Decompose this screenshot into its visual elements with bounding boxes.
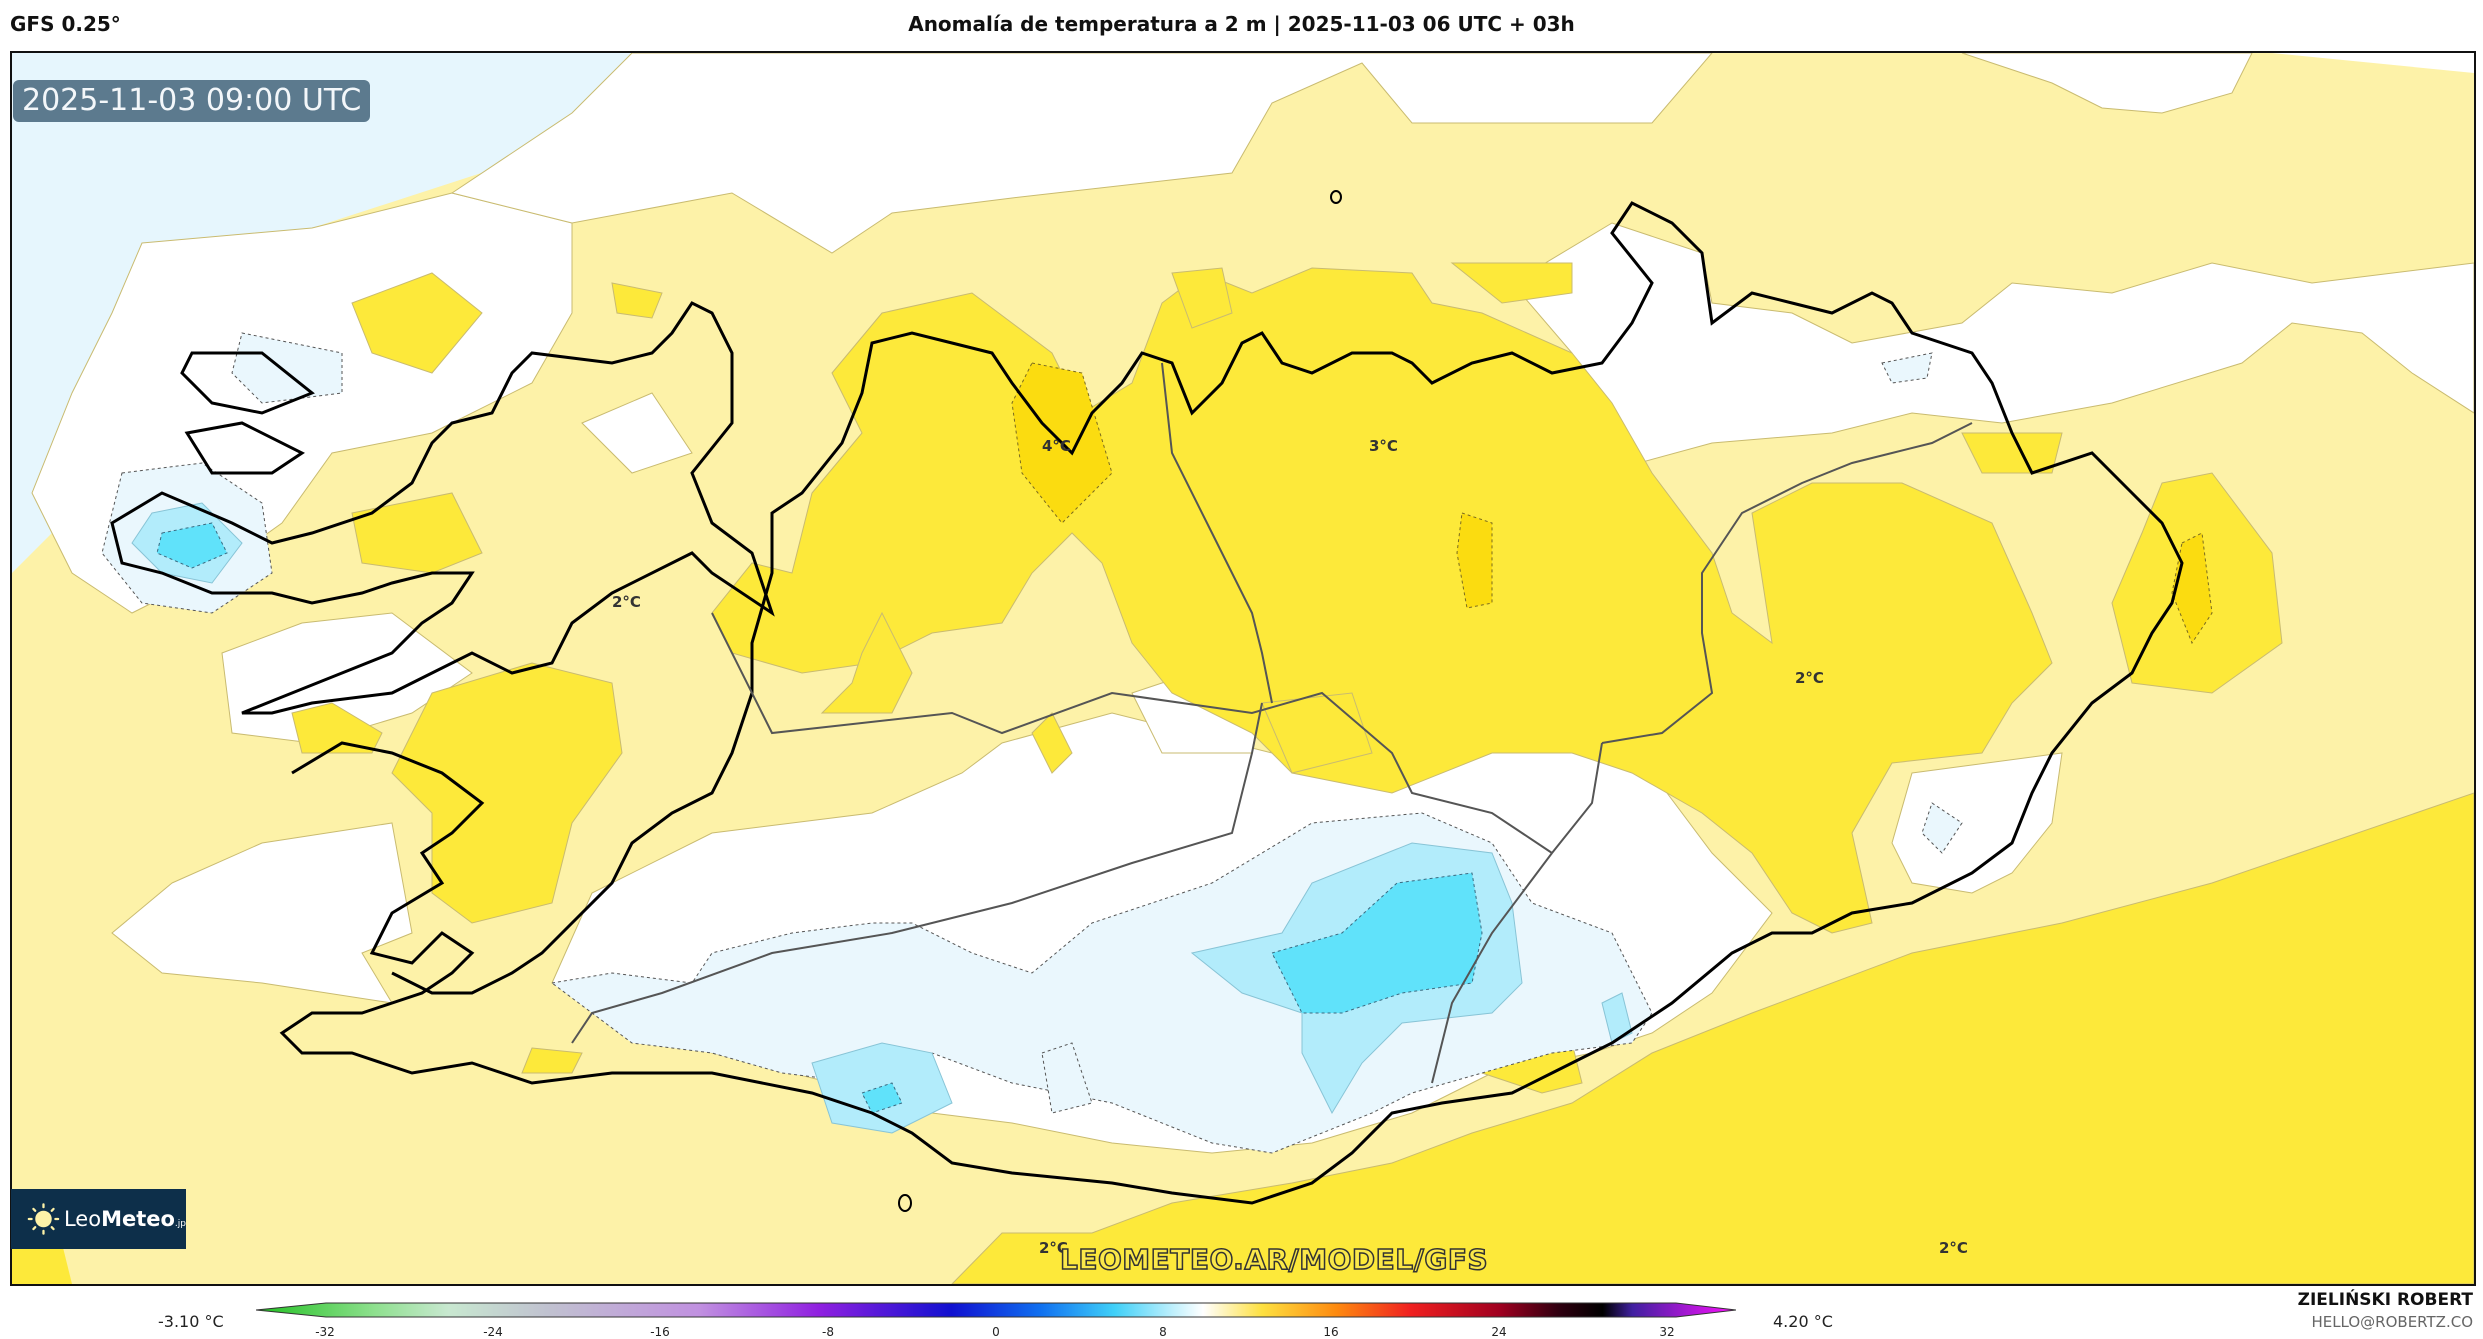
colorbar-tick: 24 (1491, 1325, 1507, 1339)
colorbar-max-label: 4.20 °C (1773, 1312, 1833, 1331)
colorbar-min-label: -3.10 °C (158, 1312, 224, 1331)
contour-label: 4°C (1042, 437, 1071, 455)
author-email: HELLO@ROBERTZ.CO (2311, 1313, 2473, 1331)
colorbar-tick: 0 (992, 1325, 1000, 1339)
leometeo-logo: LeoMeteo.jp (11, 1189, 186, 1249)
colorbar-tick: -16 (650, 1325, 670, 1339)
model-label: GFS 0.25° (10, 12, 121, 36)
colorbar-tick: 8 (1159, 1325, 1167, 1339)
author-credit: ZIELIŃSKI ROBERT HELLO@ROBERTZ.CO (2298, 1290, 2473, 1331)
contour-label: 3°C (1369, 437, 1398, 455)
watermark-url: LEOMETEO.AR/MODEL/GFS (1059, 1242, 1489, 1277)
colorbar-tick: 16 (1323, 1325, 1339, 1339)
map-panel: 4°C 3°C 2°C 2°C 2°C 2°C (10, 51, 2476, 1286)
colorbar (256, 1302, 1736, 1318)
temperature-anomaly-map (12, 53, 2474, 1284)
contour-label: 2°C (1795, 669, 1824, 687)
valid-time-badge: 2025-11-03 09:00 UTC (13, 80, 371, 122)
contour-label: 2°C (1039, 1239, 1068, 1257)
chart-title: Anomalía de temperatura a 2 m | 2025-11-… (908, 12, 1575, 36)
colorbar-tick: -24 (483, 1325, 503, 1339)
logo-text: LeoMeteo.jp (63, 1207, 186, 1231)
contour-label: 2°C (1939, 1239, 1968, 1257)
colorbar-tick: -32 (315, 1325, 335, 1339)
sun-icon (27, 1203, 60, 1235)
colorbar-tick: -8 (822, 1325, 834, 1339)
author-name: ZIELIŃSKI ROBERT (2297, 1290, 2473, 1310)
contour-label: 2°C (612, 593, 641, 611)
colorbar-tick: 32 (1659, 1325, 1675, 1339)
